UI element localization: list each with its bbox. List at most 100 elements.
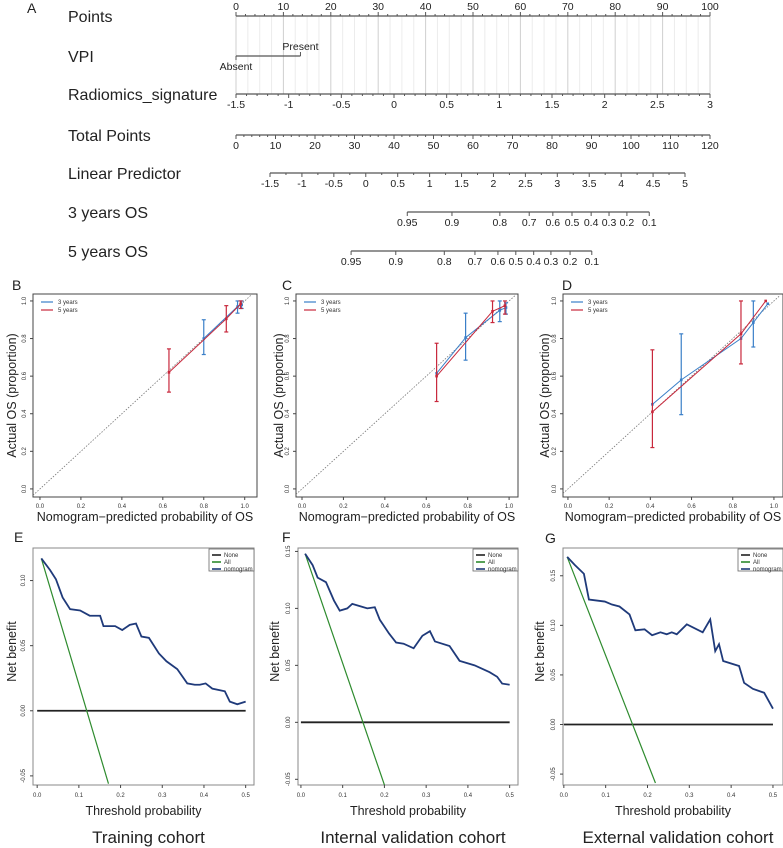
x-tick-label: 0.0 <box>297 793 306 799</box>
legend-label: nomogram <box>224 567 253 573</box>
x-tick-label: 0.3 <box>158 793 167 799</box>
nomogram-tick-label: 60 <box>467 140 479 152</box>
y-tick-label: -0.05 <box>21 768 27 782</box>
calibration-point <box>435 374 438 378</box>
x-tick-label: 0.4 <box>646 504 655 510</box>
y-tick-label: 0.10 <box>551 619 557 631</box>
nomogram-tick-label: 20 <box>325 1 337 13</box>
y-tick-label: 0.4 <box>22 409 28 418</box>
x-tick-label: 0.6 <box>159 504 168 510</box>
x-tick-label: 1.0 <box>505 504 514 510</box>
legend-label: 5 years <box>58 308 78 314</box>
nomogram-tick-label: 70 <box>507 140 519 152</box>
nomogram-tick-label: 0.5 <box>509 256 524 268</box>
calibration-point <box>224 317 228 321</box>
nomogram-tick-label: -1 <box>297 178 306 190</box>
calibration-point <box>503 304 507 307</box>
nomogram-tick-label: 3 <box>707 99 713 111</box>
calibration-plot-d: 0.0 0.2 0.4 0.6 0.8 1.00.00.20.40.60.81.0Nomo… <box>538 293 783 524</box>
y-tick-label: -0.05 <box>551 767 557 781</box>
nomogram-tick-label: 0.9 <box>445 217 460 229</box>
calibration-line-3-years <box>652 303 769 405</box>
y-tick-label: 0.6 <box>22 371 28 380</box>
cohort-caption: Training cohort <box>92 828 205 847</box>
calibration-point <box>202 337 206 340</box>
nomogram-tick-label: 110 <box>662 140 679 152</box>
x-tick-label: 0.6 <box>687 504 696 510</box>
nomogram-tick-label: -0.5 <box>325 178 343 190</box>
panel-label-a: A <box>27 0 37 16</box>
x-tick-label: 0.4 <box>464 793 473 799</box>
x-tick-label: 0.6 <box>422 504 431 510</box>
calibration-point <box>764 299 767 303</box>
nomogram-tick-label: 0.95 <box>397 217 418 229</box>
nomogram-tick-label: 0.9 <box>388 256 403 268</box>
x-tick-label: 0.5 <box>241 793 250 799</box>
calibration-point <box>739 332 743 336</box>
nomogram-tick-label: 60 <box>515 1 527 13</box>
panel-label-f: F <box>282 529 291 545</box>
nomogram-tick-label: 2.5 <box>650 99 665 111</box>
calibration-point <box>167 371 171 374</box>
legend-label: None <box>753 553 768 559</box>
nomogram-tick-label: 0.5 <box>390 178 405 190</box>
nomogram-tick-label: 120 <box>701 140 719 152</box>
dca-line-all <box>304 553 386 785</box>
nomogram: Points VPI Radiomics_signature Total Points… <box>68 1 719 268</box>
nomogram-tick-label: 5 <box>682 178 688 190</box>
nomogram-tick-label: 90 <box>657 1 669 13</box>
nomogram-tick-label: 4.5 <box>646 178 661 190</box>
x-axis-title: Threshold probability <box>85 804 202 818</box>
nomogram-tick-label: 0.4 <box>526 256 541 268</box>
dca-line-nomogram <box>40 557 246 706</box>
calibration-plot-b: 0.0 0.2 0.4 0.6 0.8 1.00.00.20.40.60.81.0Nomo… <box>5 293 258 524</box>
panel-label-d: D <box>562 277 572 293</box>
y-tick-label: 0.0 <box>552 484 558 493</box>
y-tick-label: 0.10 <box>21 574 27 586</box>
nomogram-tick-label: 3.5 <box>582 178 597 190</box>
calibration-line-3-years <box>436 307 507 374</box>
legend-label: None <box>224 553 239 559</box>
nomogram-tick-label: 1 <box>427 178 433 190</box>
nomogram-tick-label: 80 <box>546 140 558 152</box>
plot-frame <box>562 547 783 786</box>
y-axis-title: Actual OS (proportion) <box>538 333 552 457</box>
nomogram-tick-label: 10 <box>270 140 282 152</box>
nomogram-row-label: Points <box>68 9 112 26</box>
y-tick-label: 0.00 <box>286 716 292 728</box>
y-tick-label: 0.4 <box>285 409 291 418</box>
nomogram-tick-label: 0.5 <box>565 217 580 229</box>
nomogram-tick-label: 0 <box>363 178 369 190</box>
y-tick-label: 0.0 <box>22 484 28 493</box>
x-axis-title: Threshold probability <box>615 804 732 818</box>
legend-label: 3 years <box>58 300 78 306</box>
nomogram-row-label: Linear Predictor <box>68 166 182 183</box>
x-tick-label: 0.8 <box>729 504 738 510</box>
y-tick-label: 0.00 <box>21 704 27 716</box>
nomogram-tick-label: -1 <box>284 99 293 111</box>
x-tick-label: 0.2 <box>380 793 389 799</box>
nomogram-row-label: Radiomics_signature <box>68 87 218 104</box>
nomogram-tick-label: 30 <box>349 140 361 152</box>
calibration-point <box>679 378 683 382</box>
nomogram-tick-label: 20 <box>309 140 321 152</box>
calibration-point <box>464 336 467 339</box>
nomogram-tick-label: 0.1 <box>584 256 599 268</box>
y-tick-label: 1.0 <box>285 296 291 305</box>
y-tick-label: 0.2 <box>22 446 28 455</box>
nomogram-row-label: 3 years OS <box>68 205 148 222</box>
x-tick-label: 0.1 <box>338 793 347 799</box>
nomogram-tick-label: 1.5 <box>545 99 560 111</box>
x-tick-label: 0.2 <box>116 793 125 799</box>
y-axis-title: Net benefit <box>533 621 547 682</box>
y-tick-label: 0.6 <box>552 371 558 380</box>
nomogram-tick-label: 0 <box>391 99 397 111</box>
x-tick-label: 0.3 <box>422 793 431 799</box>
nomogram-tick-label: 40 <box>420 1 432 13</box>
nomogram-tick-label: 40 <box>388 140 400 152</box>
x-axis-title: Nomogram−predicted probability of OS <box>299 510 515 524</box>
legend-label: 3 years <box>321 300 341 306</box>
y-axis-title: Actual OS (proportion) <box>5 333 19 457</box>
